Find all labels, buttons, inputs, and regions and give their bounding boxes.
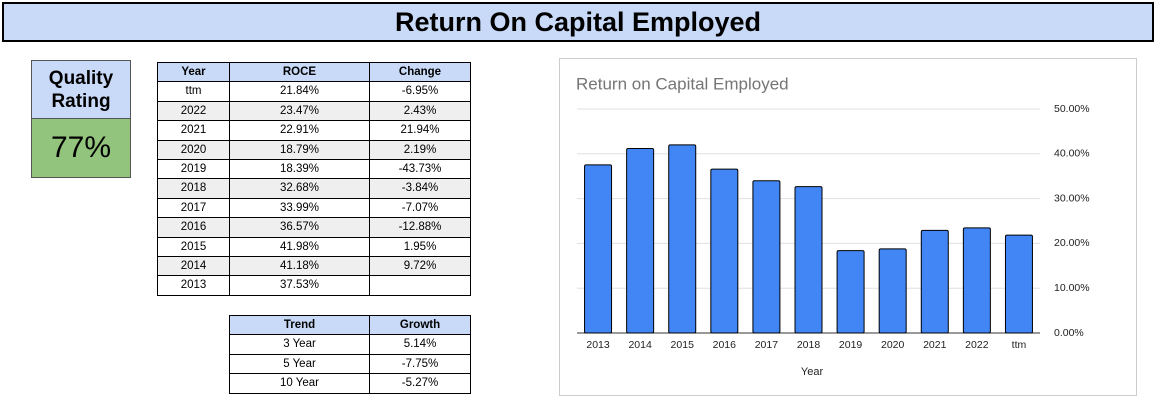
trend-header: Growth — [369, 315, 471, 336]
table-cell: 2.19% — [369, 139, 471, 160]
bar — [752, 180, 781, 334]
chart-title: Return on Capital Employed — [576, 74, 789, 93]
trend-cell: -5.27% — [369, 373, 471, 394]
x-tick-label: 2018 — [797, 339, 821, 351]
table-cell: 2.43% — [369, 100, 471, 122]
table-cell: 41.98% — [229, 236, 370, 257]
y-tick-label: 40.00% — [1054, 148, 1090, 160]
table-cell: 37.53% — [229, 275, 370, 296]
y-tick-label: 10.00% — [1054, 282, 1090, 294]
table-cell: -3.84% — [369, 178, 471, 199]
x-tick-label: 2015 — [671, 339, 695, 351]
y-tick-label: 30.00% — [1054, 192, 1090, 204]
table-cell: 2014 — [157, 256, 230, 277]
x-tick-label: 2014 — [628, 339, 652, 351]
trend-cell: 5 Year — [229, 353, 370, 375]
quality-value: 77% — [31, 119, 131, 178]
table-cell: -7.07% — [369, 197, 471, 219]
table-cell: -12.88% — [369, 217, 471, 238]
table-cell: 21.94% — [369, 120, 471, 141]
table-cell: 2013 — [157, 275, 230, 296]
quality-label-text: Quality Rating — [48, 67, 114, 112]
banner-title: Return On Capital Employed — [2, 2, 1154, 42]
quality-label: Quality Rating — [31, 60, 131, 119]
x-tick-label: 2020 — [881, 339, 905, 351]
trend-cell: 10 Year — [229, 373, 370, 394]
table-header: Year — [157, 62, 230, 83]
table-cell: 41.18% — [229, 256, 370, 277]
table-cell: 2019 — [157, 159, 230, 180]
trend-cell: 3 Year — [229, 334, 370, 355]
y-tick-label: 0.00% — [1054, 327, 1084, 339]
table-cell: 18.79% — [229, 139, 370, 160]
table-cell: 32.68% — [229, 178, 370, 199]
trend-header: Trend — [229, 315, 370, 336]
table-cell: 23.47% — [229, 100, 370, 122]
x-tick-label: 2021 — [923, 339, 947, 351]
trend-cell: -7.75% — [369, 353, 471, 375]
table-cell: 2017 — [157, 197, 230, 219]
bar — [710, 168, 739, 334]
table-header: Change — [369, 62, 471, 83]
bar — [668, 144, 697, 334]
bar — [920, 229, 949, 334]
table-cell: 36.57% — [229, 217, 370, 238]
bar — [584, 164, 613, 334]
table-cell: 9.72% — [369, 256, 471, 277]
chart: Return on Capital Employed Year 0.00% 10.… — [576, 74, 1090, 378]
table-header: ROCE — [229, 62, 370, 83]
table-cell: 2021 — [157, 120, 230, 141]
table-cell: ttm — [157, 81, 230, 102]
x-tick-label: 2022 — [965, 339, 989, 351]
table-cell — [369, 275, 471, 296]
y-tick-label: 50.00% — [1054, 103, 1090, 115]
table-cell: 2018 — [157, 178, 230, 199]
x-tick-label: 2016 — [713, 339, 737, 351]
x-tick-label: 2013 — [586, 339, 610, 351]
trend-cell: 5.14% — [369, 334, 471, 355]
table-cell: 22.91% — [229, 120, 370, 141]
x-axis-title: Year — [801, 366, 824, 378]
table-cell: 33.99% — [229, 197, 370, 219]
bar — [836, 250, 865, 334]
bar — [794, 186, 823, 334]
x-tick-label: 2017 — [755, 339, 779, 351]
y-tick-label: 20.00% — [1054, 237, 1090, 249]
table-cell: -6.95% — [369, 81, 471, 102]
table-cell: 21.84% — [229, 81, 370, 102]
table-cell: 2022 — [157, 100, 230, 122]
table-cell: 2015 — [157, 236, 230, 257]
bar — [878, 248, 907, 334]
table-cell: 2016 — [157, 217, 230, 238]
table-cell: 1.95% — [369, 236, 471, 257]
x-tick-label: 2019 — [839, 339, 863, 351]
bar — [1004, 234, 1033, 334]
table-cell: 18.39% — [229, 159, 370, 180]
table-cell: 2020 — [157, 139, 230, 160]
bar — [626, 148, 655, 334]
table-cell: -43.73% — [369, 159, 471, 180]
x-tick-label: ttm — [1012, 339, 1027, 351]
bar — [962, 227, 991, 334]
chart-frame: Return on Capital Employed Year 0.00% 10.… — [559, 58, 1137, 396]
